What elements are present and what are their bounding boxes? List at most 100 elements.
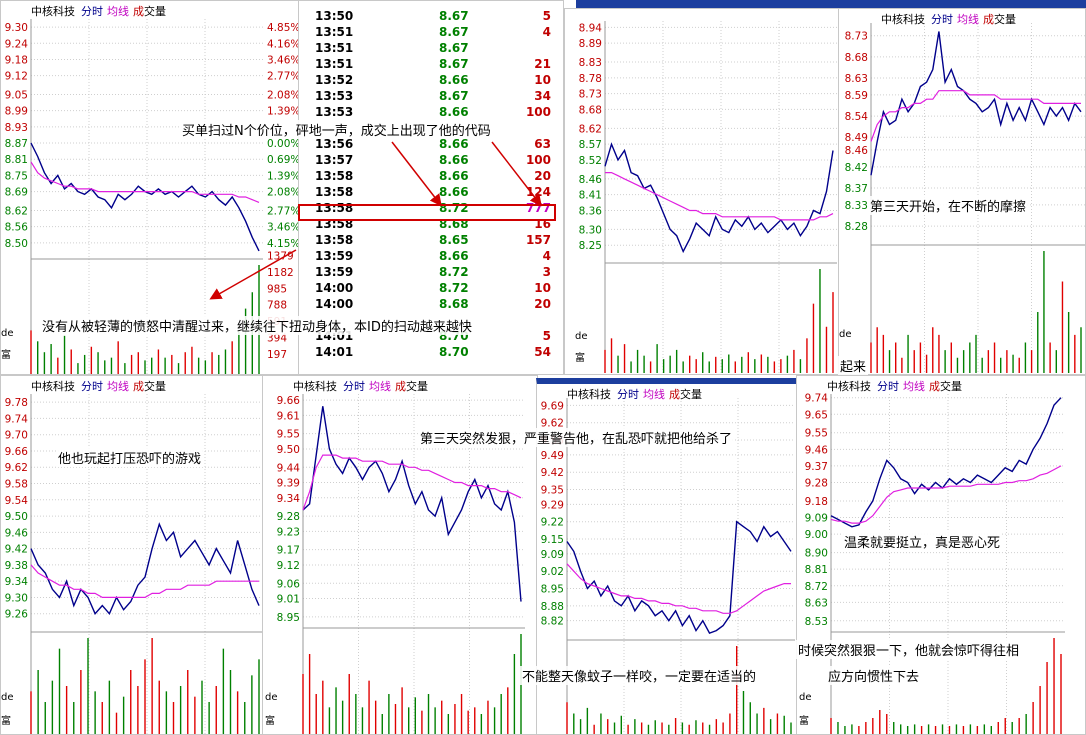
y-tick-label: 9.42 [5,544,28,556]
tab-vol-1[interactable]: 成 [133,380,144,393]
y-tick-label: 8.68 [579,104,602,116]
y-tick-label: 8.73 [845,31,868,43]
tape-time: 13:58 [315,185,354,199]
y-tick-label: 9.74 [805,393,829,405]
tab-time[interactable]: 分时 [81,5,103,18]
y-tick-label: 9.74 [5,413,29,425]
y-tick-label: 9.09 [541,549,564,561]
y-tick-label: 8.78 [579,73,602,85]
chart-svg-2: 8.94 8.89 8.83 8.78 8.73 8.68 8.62 8.57 8.52 8.46… [579,21,837,373]
chart-header: 中核科技 分时 均线 成交量 [567,386,702,402]
side-label-de: de [1,692,14,703]
y-tick-right-label: 0.69% [267,154,300,166]
tab-vol-3: 量 [155,5,166,18]
chart-svg-3: 8.73 8.68 8.63 8.59 8.54 8.498.46 8.42 8.37 8.33… [845,23,1085,373]
volume-tick-label: 197 [267,349,287,361]
tab-avg[interactable]: 均线 [903,380,925,393]
y-tick-label: 9.78 [5,397,28,409]
tab-avg[interactable]: 均线 [643,388,665,401]
tab-time[interactable]: 分时 [931,13,953,26]
average-line [302,454,522,511]
average-line [830,465,1062,524]
tab-vol-1[interactable]: 成 [133,5,144,18]
y-tick-label: 8.28 [845,221,868,233]
tape-price: 8.67 [439,25,469,39]
tape-volume: 124 [525,185,551,199]
y-tick-label: 8.69 [5,187,28,199]
chart-header: 中核科技 分时 均线 成交量 [827,378,962,394]
side-label-de: de [839,329,852,340]
tape-price: 8.72 [439,281,469,295]
y-tick-label: 9.34 [5,576,29,588]
tape-time: 13:59 [315,265,354,279]
y-tick-label: 9.66 [5,446,29,458]
tab-vol-1[interactable]: 成 [983,13,994,26]
tab-time[interactable]: 分时 [877,380,899,393]
tab-time[interactable]: 分时 [81,380,103,393]
y-tick-right-label: 1.39% [267,170,300,182]
price-line [30,522,260,615]
tab-vol-2: 交 [940,380,951,393]
tab-vol-1[interactable]: 成 [929,380,940,393]
tape-row: 13:53 8.66 100 [299,105,563,121]
annotation-9: 应方向惯性下去 [826,666,922,685]
tape-price: 8.66 [439,185,469,199]
tape-volume: 20 [534,169,551,183]
tape-row: 13:59 8.72 3 [299,265,563,281]
tape-volume: 10 [534,281,551,295]
tab-avg[interactable]: 均线 [107,5,129,18]
chart-svg-6: 9.699.629.559.499.429.359.299.229.159.09… [541,398,795,734]
tape-time: 14:01 [315,345,354,359]
tape-row: 13:59 8.66 4 [299,249,563,265]
y-tick-label: 8.25 [579,240,602,252]
tape-row: 13:53 8.67 34 [299,89,563,105]
tape-price: 8.66 [439,73,469,87]
y-tick-label: 9.61 [277,410,300,422]
y-tick-label: 9.54 [5,495,29,507]
price-line [302,406,522,602]
tape-price: 8.66 [439,137,469,151]
tape-row: 13:51 8.67 [299,41,563,57]
y-tick-label: 9.18 [5,54,28,66]
y-tick-label: 8.62 [5,205,28,217]
chart-panel-4: 中核科技 分时 均线 成交量 9.78 9.74 9.70 9.66 9.62 9.58 9.54… [0,375,266,735]
tab-vol-1[interactable]: 成 [669,388,680,401]
tab-avg[interactable]: 均线 [369,380,391,393]
average-line [30,564,259,598]
tape-volume: 54 [534,345,551,359]
y-tick-label: 8.41 [579,190,602,202]
tape-time: 13:52 [315,73,354,87]
tape-price: 8.67 [439,57,469,71]
tab-avg[interactable]: 均线 [957,13,979,26]
stock-name: 中核科技 [567,388,611,401]
tab-time[interactable]: 分时 [343,380,365,393]
annotation-6: 温柔就要挺立，真是恶心死 [842,532,1003,551]
y-tick-label: 9.29 [541,499,564,511]
volume-tick-label: 985 [267,283,287,295]
tab-vol-3: 量 [1005,13,1016,26]
tab-avg[interactable]: 均线 [107,380,129,393]
annotation-10: 起来 [838,356,869,375]
y-tick-label: 9.58 [5,479,28,491]
annotation-7: 不能整天像蚊子一样咬，一定要在适当的 [520,666,759,685]
tape-row: 13:50 8.67 5 [299,9,563,25]
side-label-de: de [799,692,812,703]
y-tick-label: 8.42 [845,162,868,174]
tape-time: 13:59 [315,249,354,263]
tape-price: 8.66 [439,105,469,119]
tape-volume: 100 [525,105,551,119]
y-tick-right-label: 2.08% [267,90,300,102]
y-tick-label: 8.93 [5,122,28,134]
y-tick-label: 9.65 [805,409,828,421]
chart-header: 中核科技 分时 均线 成交量 [293,378,428,394]
y-tick-label: 8.30 [579,224,602,236]
tape-volume: 21 [534,57,551,71]
y-tick-label: 9.23 [277,526,300,538]
tape-volume: 5 [542,9,551,23]
y-tick-label: 8.52 [579,155,602,167]
tab-vol-1[interactable]: 成 [395,380,406,393]
tab-time[interactable]: 分时 [617,388,639,401]
annotation-3: 第三天开始，在不断的摩擦 [868,196,1029,215]
y-tick-right-label: 2.08% [267,187,300,199]
tape-price: 8.65 [439,233,469,247]
